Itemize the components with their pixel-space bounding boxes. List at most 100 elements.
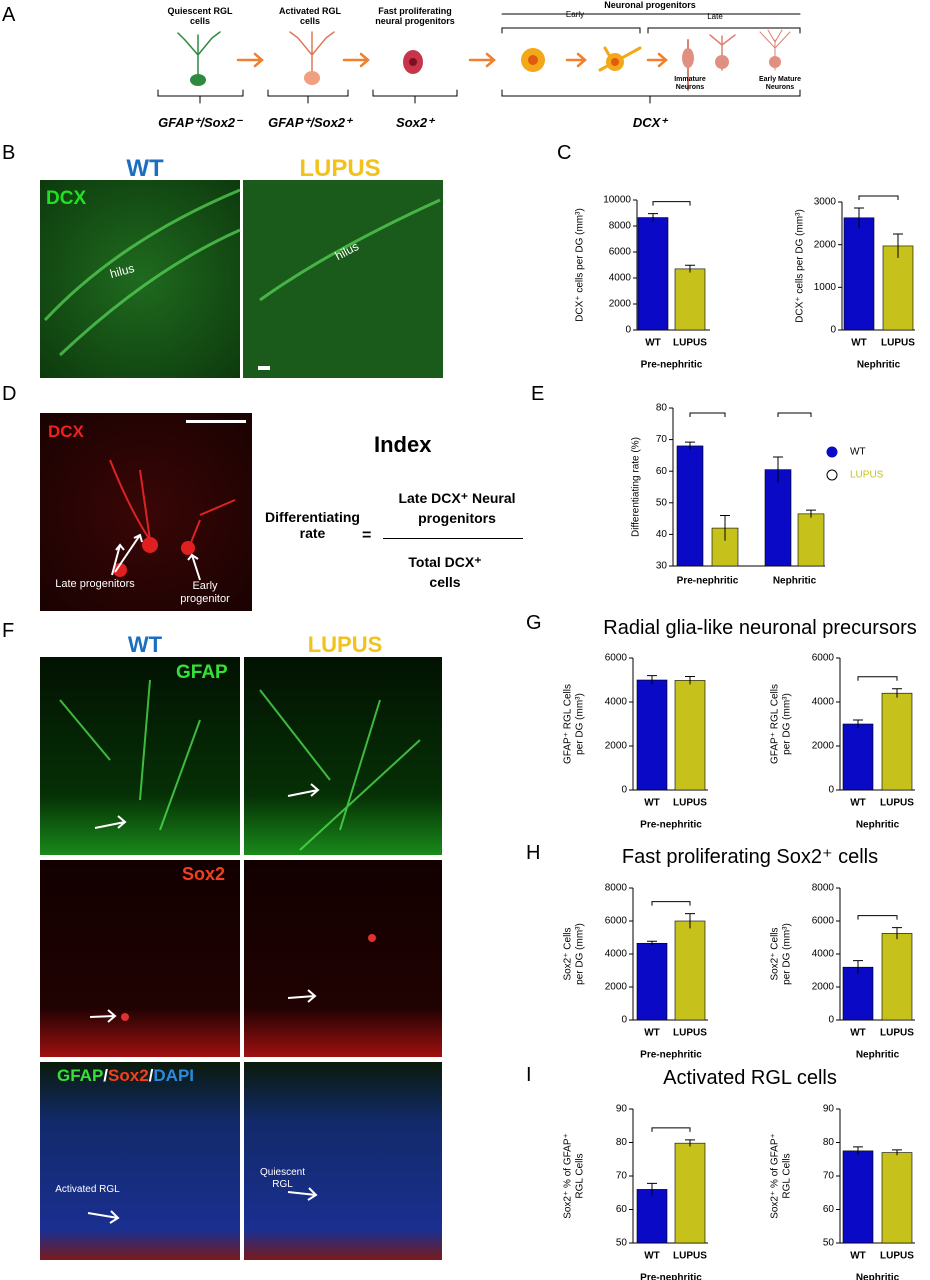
y-tick-label: 6000 [605,916,628,927]
significance-bracket [651,1127,691,1132]
error-bar [647,675,657,685]
legend-marker [826,446,838,458]
y-tick-label: 0 [621,1015,627,1026]
y-axis-label: per DG (mm³) [782,923,793,985]
panel-label: B [2,142,16,164]
error-bar [853,960,863,974]
scale-bar [186,420,246,423]
group-title: LUPUS [307,632,383,657]
y-tick-label: 0 [828,785,834,796]
y-tick-label: 0 [828,1015,834,1026]
group-title: WT [126,155,164,182]
x-axis-label: Pre-nephritic [640,1273,702,1280]
x-axis-label: Nephritic [856,1273,900,1280]
index-title: Index [374,432,432,457]
section-heading: Fast proliferating Sox2⁺ cells [621,846,879,868]
panel-label: H [526,842,541,864]
bar [636,942,668,1021]
x-axis-label: Pre-nephritic [640,820,702,831]
error-bar [853,1146,863,1155]
y-tick-label: 70 [616,1171,628,1182]
y-axis-label: RGL Cells [782,1153,793,1198]
marker-label: GFAP⁺/Sox2⁻ [158,115,242,130]
y-tick-label: 8000 [812,883,835,894]
x-tick-label: LUPUS [880,1251,914,1262]
bar [674,680,706,791]
y-tick-label: 30 [656,561,668,572]
significance-bracket [652,201,691,206]
error-bar [892,1149,902,1156]
error-bar [647,1182,657,1196]
y-tick-label: 4000 [812,697,835,708]
stain-label: GFAP [176,662,228,683]
numerator: Late DCX⁺ Neural progenitors [398,490,516,527]
y-tick-label: 0 [830,325,836,336]
error-bar [893,233,903,258]
significance-bracket [689,412,726,417]
merge-label: GFAP/Sox2/DAPI [57,1066,194,1086]
group-label: Neuronal progenitors [604,0,696,10]
y-tick-label: 1000 [814,282,837,293]
y-tick-label: 80 [616,1137,628,1148]
y-tick-label: 80 [823,1137,835,1148]
x-axis-label: Pre-nephritic [640,1050,702,1061]
y-axis-label: RGL Cells [575,1153,586,1198]
equals: = [362,527,372,544]
group-title: WT [127,632,163,657]
stain-label: DCX [48,422,84,441]
bar [882,245,914,331]
panel-label: F [2,620,15,642]
y-tick-label: 2000 [812,741,835,752]
y-axis-label: per DG (mm³) [575,693,586,755]
y-tick-label: 50 [823,1238,835,1249]
y-tick-label: 4000 [605,949,628,960]
error-bar [892,688,902,698]
y-tick-label: 0 [625,325,631,336]
arrow-label: Late progenitors [55,578,135,590]
arrow [111,533,201,581]
marker-label: GFAP⁺/Sox2⁺ [268,115,352,130]
panel-label: C [557,142,572,164]
x-axis-label: Nephritic [857,360,901,371]
stage-label: Fast proliferating neural progenitors [375,6,455,27]
y-tick-label: 60 [823,1204,835,1215]
x-tick-label: WT [850,1028,866,1039]
stage-label: Activated RGL cells [278,6,341,27]
index-name: Differentiating rate [265,509,360,542]
y-axis-label: Sox2⁺ % of GFAP⁺ [563,1133,574,1219]
cells [109,459,236,546]
significance-bracket [651,901,691,906]
y-tick-label: 8000 [605,883,628,894]
stain-label: Sox2 [182,864,226,884]
y-tick-label: 8000 [609,221,632,232]
y-tick-label: 6000 [812,653,835,664]
error-bar [892,927,902,940]
marker-label: DCX⁺ [632,115,668,130]
y-tick-label: 6000 [609,247,632,258]
y-tick-label: 70 [823,1171,835,1182]
error-bar [685,264,695,273]
x-tick-label: WT [850,1251,866,1262]
y-tick-label: 2000 [605,982,628,993]
bar [881,692,913,791]
y-tick-label: 4000 [605,697,628,708]
significance-bracket [857,915,898,920]
y-tick-label: 2000 [605,741,628,752]
denominator: Total DCX⁺ cells [408,554,482,591]
x-tick-label: WT [851,338,867,349]
y-axis-label: Sox2⁺ Cells [563,927,574,980]
stage-label: Quiescent RGL cells [167,6,233,27]
legend-marker [826,469,838,481]
panel-label: G [526,612,542,634]
bar [881,1152,913,1244]
bar [674,268,706,331]
y-tick-label: 60 [616,1204,628,1215]
x-tick-label: LUPUS [673,798,707,809]
y-axis-label: GFAP⁺ RGL Cells [563,684,574,764]
fraction-line [383,538,523,539]
neuron-label: Early Mature Neurons [758,76,802,92]
x-tick-label: WT [644,1251,660,1262]
panel-label: I [526,1064,532,1086]
marker-label: Sox2⁺ [396,115,434,130]
